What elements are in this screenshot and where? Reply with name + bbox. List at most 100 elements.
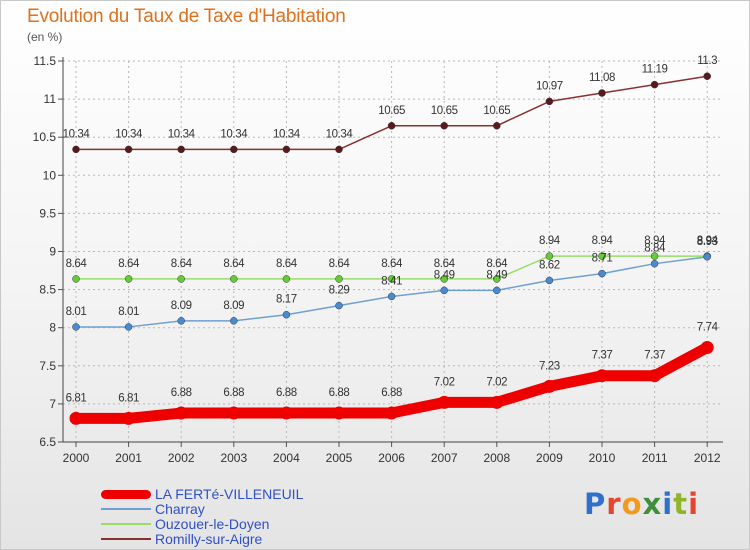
data-point: [177, 145, 185, 154]
y-tick-label: 11.5: [34, 54, 57, 68]
y-tick-label: 6.5: [39, 435, 56, 449]
data-label: 11.3: [697, 55, 717, 67]
data-label: 7.23: [539, 360, 560, 372]
data-label: 7.02: [434, 376, 455, 388]
y-tick-label: 10.5: [33, 130, 57, 144]
data-label: 6.88: [276, 387, 297, 399]
data-point: [72, 323, 80, 331]
chart-subtitle: (en %): [27, 30, 63, 44]
data-label: 10.34: [63, 128, 91, 140]
data-point: [703, 72, 711, 80]
data-label: 10.34: [220, 128, 248, 140]
x-tick-label: 2001: [115, 451, 142, 465]
data-label: 6.88: [171, 387, 192, 399]
data-point: [545, 252, 554, 260]
data-point: [227, 406, 241, 420]
data-label: 8.64: [434, 258, 456, 270]
data-point: [177, 317, 185, 325]
data-label: 11.19: [642, 64, 668, 76]
data-label: 10.34: [273, 128, 301, 140]
logo-letter: r: [606, 487, 622, 521]
y-tick-label: 8.5: [39, 283, 56, 297]
data-label: 8.94: [697, 235, 719, 247]
data-point: [122, 411, 136, 425]
x-tick-label: 2007: [431, 451, 458, 465]
data-label: 8.41: [381, 275, 402, 287]
data-point: [650, 80, 659, 89]
data-point: [387, 275, 396, 283]
data-point: [335, 145, 343, 154]
data-label: 8.94: [539, 235, 561, 247]
data-label: 8.01: [118, 306, 139, 318]
legend-swatch: [101, 538, 151, 540]
proxiti-logo: Proxiti: [584, 487, 699, 521]
y-tick-label: 9: [49, 245, 56, 259]
legend-swatch: [101, 508, 151, 510]
data-point: [490, 395, 504, 409]
x-tick-label: 2005: [326, 451, 353, 465]
data-point: [493, 275, 501, 283]
data-label: 10.65: [483, 105, 510, 117]
data-point: [440, 122, 448, 130]
x-tick-label: 2002: [168, 451, 195, 465]
data-label: 8.64: [381, 258, 403, 270]
y-tick-label: 7.5: [39, 359, 56, 373]
logo-letter: o: [621, 487, 643, 521]
series-0: [69, 341, 714, 425]
data-point: [545, 97, 554, 106]
logo-letter: i: [688, 487, 700, 521]
logo-letter: t: [673, 487, 689, 521]
data-label: 6.88: [329, 387, 350, 399]
data-point: [648, 369, 662, 383]
data-point: [387, 292, 396, 301]
data-label: 8.84: [644, 243, 666, 255]
data-label: 10.65: [378, 105, 405, 117]
data-point: [650, 252, 659, 260]
x-tick-label: 2010: [589, 451, 616, 465]
data-point: [230, 275, 238, 283]
data-point: [598, 89, 606, 97]
data-point: [700, 341, 714, 355]
data-label: 10.34: [326, 128, 354, 140]
y-tick-label: 8: [49, 321, 56, 335]
data-point: [332, 406, 346, 420]
data-label: 7.37: [644, 350, 665, 362]
data-point: [650, 259, 659, 268]
x-tick-label: 2004: [273, 451, 300, 465]
y-tick-label: 9.5: [39, 206, 56, 220]
series-1: [72, 253, 711, 331]
data-point: [282, 275, 291, 283]
data-label: 8.94: [592, 235, 614, 247]
legend-label: Charray: [155, 501, 205, 517]
data-label: 6.88: [381, 387, 402, 399]
series-3: [72, 72, 711, 154]
legend-swatch: [101, 523, 151, 525]
x-tick-label: 2006: [378, 451, 405, 465]
data-label: 8.64: [66, 258, 88, 270]
data-point: [385, 406, 399, 420]
data-point: [124, 323, 133, 331]
data-label: 8.09: [223, 300, 244, 312]
data-label: 10.34: [168, 128, 196, 140]
data-label: 8.49: [486, 269, 507, 281]
data-label: 8.29: [329, 285, 350, 297]
data-point: [703, 253, 711, 261]
data-label: 8.62: [539, 259, 560, 271]
data-point: [174, 406, 188, 420]
data-label: 8.93: [697, 236, 718, 248]
data-label: 8.17: [276, 294, 297, 306]
data-point: [598, 269, 606, 278]
data-point: [282, 310, 291, 319]
data-label: 8.71: [592, 253, 613, 265]
data-point: [595, 369, 609, 383]
data-label: 8.64: [223, 258, 245, 270]
logo-letter: x: [642, 487, 663, 521]
data-point: [72, 145, 80, 154]
logo-letter: i: [662, 487, 674, 521]
data-label: 10.34: [115, 128, 143, 140]
data-label: 8.09: [171, 300, 192, 312]
data-point: [282, 145, 291, 154]
data-label: 6.81: [66, 392, 87, 404]
data-label: 8.94: [644, 235, 666, 247]
